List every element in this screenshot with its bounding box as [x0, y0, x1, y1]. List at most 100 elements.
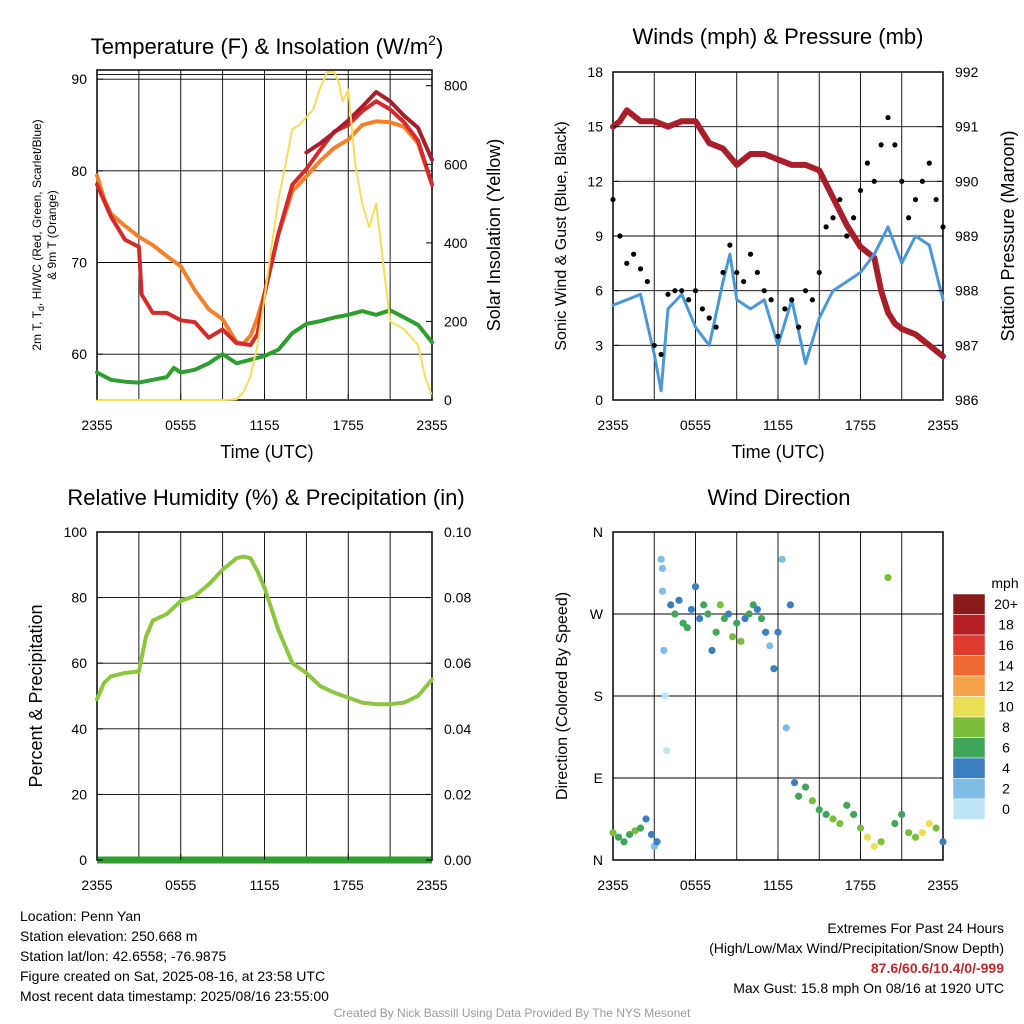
direction-point [729, 633, 737, 641]
direction-point [636, 824, 645, 832]
direction-point [733, 619, 741, 627]
direction-point [708, 646, 716, 655]
y-tick-label: 90 [71, 71, 87, 87]
extremes-values: 87.6/60.6/10.4/0/-999 [870, 960, 1004, 976]
x-tick-label: 2355 [597, 877, 628, 893]
direction-point [724, 610, 733, 618]
direction-time-ticks: 2355 0555 1155 1755 2355 [597, 854, 959, 893]
direction-point [925, 819, 933, 828]
temperature-series [95, 71, 434, 401]
winds-gridlines [613, 72, 943, 400]
legend-swatch [952, 778, 986, 800]
direction-point [766, 642, 774, 650]
winds-title: Winds (mph) & Pressure (mb) [633, 24, 924, 49]
legend-label: 18 [998, 617, 1014, 633]
gust-point [857, 187, 864, 194]
gust-point [830, 215, 836, 221]
direction-point [683, 624, 691, 632]
direction-point [704, 610, 712, 618]
station-location: Location: Penn Yan [20, 908, 141, 924]
x-tick-label: 0555 [165, 417, 196, 433]
gust-point [686, 297, 692, 303]
temperature-time-ticks: 2355 0555 1155 1755 2355 [81, 394, 448, 433]
series-line [95, 119, 434, 346]
gust-point [823, 224, 829, 230]
y2-tick-label: 200 [444, 313, 468, 329]
series-line [304, 90, 434, 162]
gust-point [940, 224, 946, 230]
gust-point [624, 260, 630, 266]
x-tick-label: 1155 [763, 417, 793, 433]
direction-point [891, 819, 899, 828]
y-tick-label: S [594, 688, 603, 704]
gust-point [617, 233, 623, 239]
x-tick-label: 1755 [845, 877, 876, 893]
gust-point [899, 178, 905, 184]
gust-point [837, 196, 843, 203]
y2-tick-label: 600 [444, 156, 468, 172]
y-tick-label: 18 [587, 64, 603, 80]
direction-point [918, 829, 926, 837]
precipitation-right-ticks: 0.00 0.02 0.04 0.06 0.08 0.10 [426, 524, 471, 868]
x-tick-label: 0555 [680, 877, 711, 893]
direction-point [647, 830, 656, 839]
gust-point [912, 196, 919, 203]
direction-point [658, 587, 667, 595]
y-tick-label: 40 [71, 721, 87, 737]
gust-point [851, 215, 857, 221]
gust-point [761, 288, 767, 294]
x-tick-label: 2355 [927, 417, 958, 433]
gust-point [906, 215, 912, 221]
direction-scatter [609, 555, 947, 850]
y2-tick-label: 800 [444, 78, 468, 94]
direction-point [762, 628, 770, 636]
y-tick-label: 15 [587, 119, 603, 135]
direction-point [753, 605, 761, 614]
x-tick-label: 1755 [845, 417, 876, 433]
direction-point [620, 838, 628, 846]
gust-point [782, 306, 788, 312]
legend-label: 4 [1002, 760, 1010, 776]
legend-swatch [952, 757, 986, 779]
y-tick-label: 9 [595, 228, 603, 244]
temperature-left-ticks: 60 70 80 90 [71, 71, 103, 362]
series-line [95, 308, 434, 385]
recent-timestamp: Most recent data timestamp: 2025/08/16 2… [20, 988, 329, 1004]
y-tick-label: 80 [71, 590, 87, 606]
direction-point [829, 815, 837, 823]
direction-title: Wind Direction [707, 485, 850, 510]
gust-point [789, 297, 795, 303]
direction-point [770, 665, 778, 673]
direction-point [631, 827, 639, 835]
direction-point [663, 747, 671, 755]
humidity-time-ticks: 2355 0555 1155 1755 2355 [81, 854, 448, 893]
gust-point [741, 278, 747, 285]
gust-point [747, 251, 754, 257]
humidity-title: Relative Humidity (%) & Precipitation (i… [67, 485, 464, 510]
humidity-left-ticks: 0 20 40 60 80 100 [64, 524, 103, 868]
station-info: Location: Penn Yan Station elevation: 25… [20, 906, 329, 1006]
gust-point [713, 324, 719, 330]
legend-swatch [952, 716, 986, 738]
legend-swatch [952, 737, 986, 759]
direction-point [815, 806, 823, 814]
gust-point [644, 278, 650, 285]
direction-point [877, 838, 885, 846]
winds-time-ticks: 2355 0555 1155 1755 2355 [597, 394, 959, 433]
gust-point [637, 266, 644, 272]
speed-color-legend: 20+ 18 16 14 12 10 8 6 4 2 0 [952, 593, 1018, 820]
x-tick-label: 0555 [165, 877, 196, 893]
y2-tick-label: 991 [955, 119, 979, 135]
gust-point [727, 242, 733, 248]
direction-point [757, 614, 766, 623]
gust-point [926, 160, 932, 166]
legend-swatch [952, 614, 986, 636]
direction-point [657, 555, 665, 563]
gust-point [885, 114, 891, 121]
direction-point [687, 605, 695, 614]
x-tick-label: 2355 [81, 877, 112, 893]
max-gust: Max Gust: 15.8 mph On 08/16 at 1920 UTC [733, 980, 1004, 996]
direction-point [863, 833, 871, 841]
winds-xlabel: Time (UTC) [731, 442, 824, 462]
direction-point [609, 829, 617, 837]
